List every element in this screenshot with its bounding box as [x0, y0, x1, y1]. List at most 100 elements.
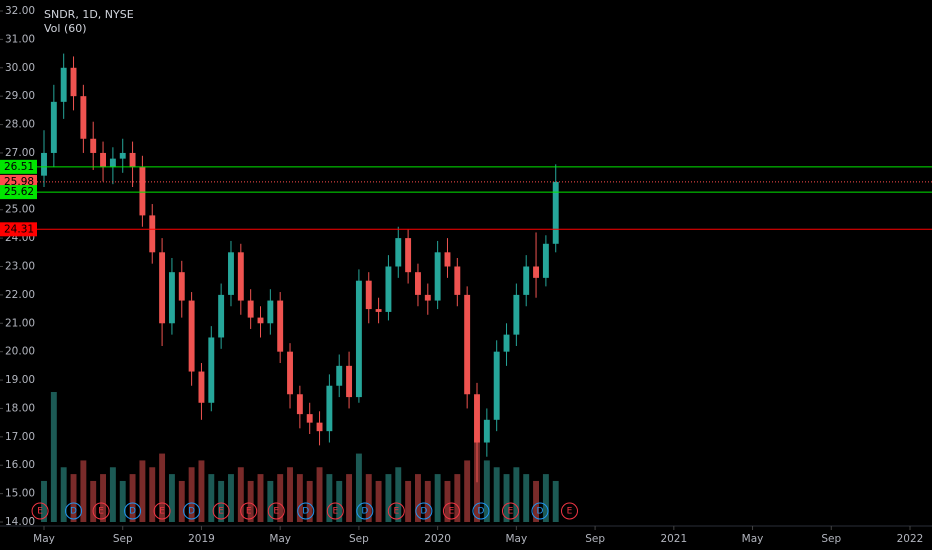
event-marker	[153, 502, 171, 520]
event-letter: E	[218, 507, 224, 517]
price-label: 25.98	[4, 176, 34, 188]
candle-body	[326, 385, 333, 432]
event-letter: D	[188, 507, 195, 517]
event-marker	[472, 502, 490, 520]
volume-bar	[454, 474, 461, 522]
candle-body	[395, 238, 402, 267]
y-tick-label: 17.00	[5, 431, 35, 443]
event-marker	[501, 502, 519, 520]
volume-bar	[434, 474, 441, 522]
x-tick-label: 2022	[897, 533, 924, 545]
event-letter: E	[332, 507, 338, 517]
y-tick-label: 16.00	[5, 459, 35, 471]
volume-bar	[50, 392, 57, 522]
candle-body	[100, 152, 106, 168]
candle-body	[198, 371, 205, 403]
volume-bar	[198, 460, 205, 522]
volume-bar	[464, 460, 471, 522]
candle-body	[346, 365, 353, 398]
event-letter: E	[37, 507, 43, 517]
y-tick-label: 28.00	[5, 119, 35, 131]
volume-bar	[375, 480, 382, 522]
y-tick-label: 31.00	[5, 33, 35, 45]
candle-body	[424, 294, 431, 301]
candle-body	[80, 96, 87, 139]
volume-bar	[483, 460, 490, 522]
volume-bar	[80, 460, 87, 522]
candle-body	[119, 152, 126, 159]
candle-body	[523, 266, 530, 295]
volume-bar	[208, 474, 215, 522]
volume-bar	[277, 474, 284, 522]
x-tick-label: May	[33, 533, 55, 545]
x-tick-label: May	[269, 533, 291, 545]
candle-body	[218, 294, 225, 338]
candle-body	[129, 152, 136, 168]
candle-body	[474, 394, 480, 443]
volume-bar	[267, 480, 274, 522]
event-marker	[415, 502, 433, 520]
event-letter: E	[567, 507, 573, 517]
candle-body	[355, 280, 362, 398]
event-marker	[124, 502, 142, 520]
volume-bar	[503, 474, 510, 522]
event-marker	[65, 502, 83, 520]
event-letter: E	[508, 507, 514, 517]
x-tick-label: May	[506, 533, 528, 545]
chart-title: SNDR, 1D, NYSE	[44, 8, 134, 21]
event-marker	[240, 502, 258, 520]
event-letter: D	[477, 507, 484, 517]
candle-body	[434, 252, 441, 301]
candle-body	[336, 365, 343, 386]
volume-bar	[257, 474, 264, 522]
event-letter: D	[361, 507, 368, 517]
x-tick-label: Sep	[821, 533, 841, 545]
volume-bar	[109, 467, 116, 522]
volume-bar	[306, 480, 313, 522]
volume-bar	[287, 467, 293, 522]
event-letter: E	[98, 507, 104, 517]
event-letter: E	[159, 507, 165, 517]
candle-body	[415, 272, 421, 295]
candle-body	[405, 238, 412, 273]
volume-bar	[523, 474, 530, 522]
candle-body	[109, 158, 116, 168]
event-marker	[267, 502, 285, 520]
price-label-box	[0, 222, 37, 237]
price-label-box	[0, 159, 37, 174]
y-tick-label: 15.00	[5, 488, 35, 500]
candle-body	[208, 337, 215, 403]
candle-body	[90, 138, 97, 153]
candle-body	[444, 252, 451, 267]
volume-bar	[365, 474, 372, 522]
event-marker	[356, 502, 374, 520]
event-letter: E	[393, 507, 399, 517]
y-tick-label: 32.00	[5, 5, 35, 17]
event-marker	[92, 502, 110, 520]
candle-body	[60, 67, 67, 102]
candle-body	[365, 280, 372, 310]
volume-bar	[316, 467, 323, 522]
candle-body	[454, 266, 461, 295]
volume-bar	[41, 480, 47, 522]
volume-bar	[149, 467, 156, 522]
volume-bar	[218, 480, 225, 522]
x-tick-label: Sep	[349, 533, 369, 545]
volume-bar	[444, 480, 451, 522]
candle-body	[178, 272, 185, 301]
volume-bar	[542, 474, 549, 522]
y-tick-label: 22.00	[5, 289, 35, 301]
candle-body	[70, 67, 77, 97]
price-label-box	[0, 185, 37, 200]
y-tick-label: 25.00	[5, 204, 35, 216]
candle-body	[483, 419, 490, 443]
event-marker	[531, 502, 549, 520]
volume-bar	[168, 474, 175, 522]
y-tick-label: 19.00	[5, 374, 35, 386]
candle-body	[228, 252, 234, 295]
volume-bar	[533, 480, 539, 522]
event-letter: E	[273, 507, 279, 517]
volume-bar	[415, 474, 421, 522]
